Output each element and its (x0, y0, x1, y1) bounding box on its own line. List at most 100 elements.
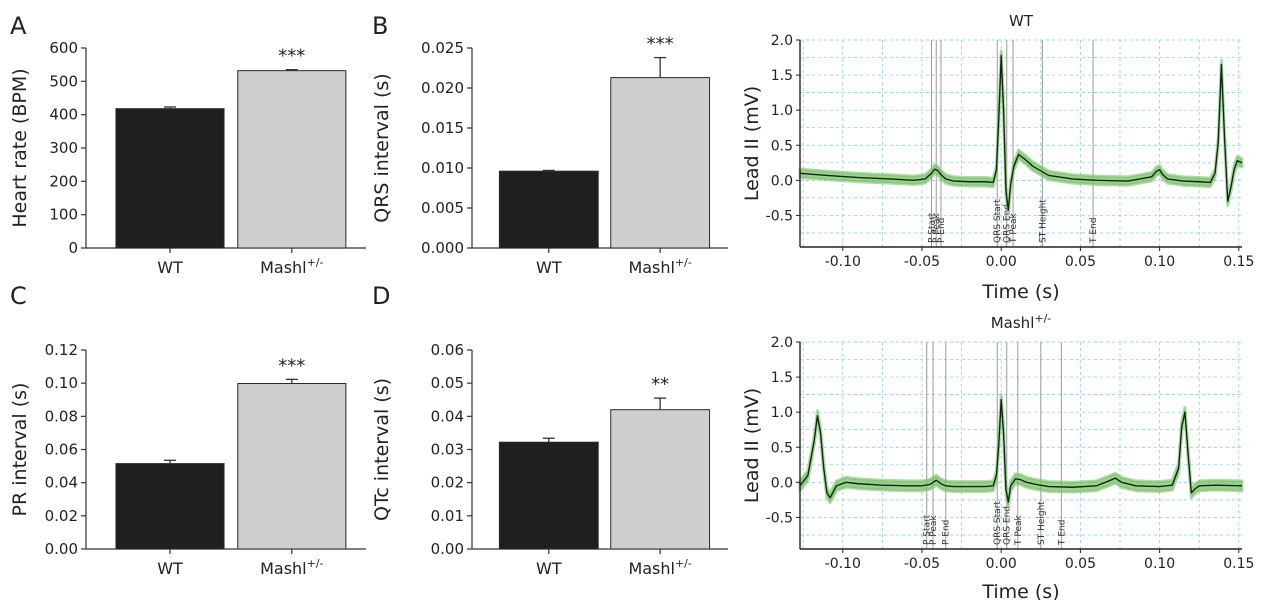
y-tick-label: 2.0 (771, 335, 793, 351)
x-tick-label: 0.05 (1065, 254, 1096, 270)
event-marker-label: QRS End (1003, 506, 1013, 545)
significance-label: ** (651, 374, 669, 395)
y-tick-label: 1.0 (771, 103, 793, 119)
y-tick-label: 0.020 (421, 79, 464, 97)
y-tick-label: 0.05 (431, 374, 464, 392)
x-tick-label: 0.00 (986, 556, 1017, 572)
ecg-variability-band (798, 49, 1244, 216)
panel-letter: C (10, 282, 27, 310)
ecg-trace (799, 398, 1243, 503)
event-marker-label: P Peak (932, 213, 942, 243)
y-tick-label: 0.06 (45, 441, 78, 459)
y-tick-label: 0.12 (45, 341, 78, 359)
event-marker-label: QRS Start (993, 199, 1003, 243)
bar-chart-B: B QRS interval (s) 0.000 0.005 0.010 0.015 0.0… (371, 12, 728, 277)
y-tick-label: 300 (49, 139, 78, 157)
ecg-trace (799, 54, 1243, 211)
y-tick-label: 1.5 (771, 68, 793, 84)
title-base: WT (1009, 12, 1034, 30)
category-label: Mashl+/- (628, 256, 691, 277)
y-axis-label: Heart rate (BPM) (9, 68, 31, 227)
y-tick-label: 0.04 (45, 474, 78, 492)
x-tick-label: -0.05 (904, 254, 940, 270)
y-tick-label: 0.10 (45, 374, 78, 392)
category-base: Mashl (260, 559, 307, 578)
category-label: Mashl+/- (260, 557, 323, 578)
category-sup: +/- (675, 256, 692, 269)
bar-0 (498, 170, 599, 249)
category-base: WT (536, 258, 562, 277)
y-axis-label: QTc interval (s) (371, 378, 393, 521)
bar-1 (237, 382, 347, 550)
title-base: Mashl (991, 314, 1035, 332)
y-tick-label: 0.02 (431, 474, 464, 492)
category-label: WT (536, 258, 562, 277)
x-tick-label: 0.10 (1144, 254, 1175, 270)
y-axis-label: PR interval (s) (9, 383, 31, 517)
category-sup: +/- (307, 256, 324, 269)
bar-1 (610, 409, 711, 550)
x-tick-label: 0.05 (1065, 556, 1096, 572)
bar-0 (498, 441, 599, 550)
x-axis-label: Time (s) (981, 281, 1059, 303)
x-tick-label: -0.05 (904, 556, 940, 572)
y-tick-label: 0.06 (431, 341, 464, 359)
y-tick-label: 0.00 (45, 540, 78, 558)
event-marker-label: ST Height (1037, 501, 1047, 545)
bar-chart-C: C PR interval (s) 0.00 0.02 0.04 0.06 0.08 0.10… (9, 282, 366, 578)
title-sup: +/- (1034, 312, 1051, 325)
significance-label: *** (647, 34, 674, 55)
event-marker-label: T End (1089, 218, 1099, 244)
y-tick-label: 1.0 (771, 405, 793, 421)
y-tick-label: 0.0 (771, 475, 793, 491)
event-marker-label: P End (942, 520, 952, 545)
y-tick-label: -0.5 (766, 208, 793, 224)
y-tick-label: 0.02 (45, 507, 78, 525)
y-tick-label: 0.5 (771, 138, 793, 154)
y-axis-label: Lead II (mV) (741, 388, 763, 503)
panel-letter: D (372, 282, 390, 310)
x-tick-label: 0.00 (986, 254, 1017, 270)
bar-1 (610, 77, 711, 249)
x-tick-label: -0.10 (825, 556, 861, 572)
bar-1 (237, 70, 347, 249)
y-tick-label: 500 (49, 72, 78, 90)
y-tick-label: 0.000 (421, 239, 464, 257)
y-tick-label: 400 (49, 106, 78, 124)
y-tick-label: 0.025 (421, 39, 464, 57)
y-tick-label: 0.0 (771, 173, 793, 189)
y-axis-label: Lead II (mV) (741, 86, 763, 201)
y-tick-label: 0.015 (421, 119, 464, 137)
y-tick-label: 0 (68, 239, 78, 257)
ecg-variability-band (798, 393, 1244, 509)
y-tick-label: 0.03 (431, 441, 464, 459)
category-label: WT (157, 258, 183, 277)
event-marker-label: P End (937, 218, 947, 243)
x-tick-label: 0.15 (1223, 556, 1254, 572)
y-axis-label: QRS interval (s) (371, 73, 393, 222)
y-tick-label: 0.04 (431, 407, 464, 425)
y-tick-label: 100 (49, 206, 78, 224)
category-label: WT (536, 559, 562, 578)
event-marker-label: QRS End (1003, 204, 1013, 243)
significance-label: *** (278, 46, 305, 67)
category-base: Mashl (628, 258, 675, 277)
y-tick-label: 0.01 (431, 507, 464, 525)
y-tick-label: 2.0 (771, 33, 793, 49)
category-base: WT (536, 559, 562, 578)
bar-0 (115, 108, 225, 249)
y-tick-label: 0.00 (431, 540, 464, 558)
chart-title: WT (1009, 12, 1034, 30)
chart-title: Mashl+/- (991, 312, 1052, 332)
bar-0 (115, 463, 225, 550)
y-tick-label: 600 (49, 39, 78, 57)
event-marker-label: P Peak (929, 515, 939, 545)
y-tick-label: -0.5 (766, 510, 793, 526)
category-label: Mashl+/- (628, 557, 691, 578)
event-marker-label: T End (1057, 520, 1067, 546)
category-sup: +/- (675, 557, 692, 570)
event-marker-label: T Peak (1014, 514, 1024, 546)
event-marker-label: QRS Start (993, 501, 1003, 545)
